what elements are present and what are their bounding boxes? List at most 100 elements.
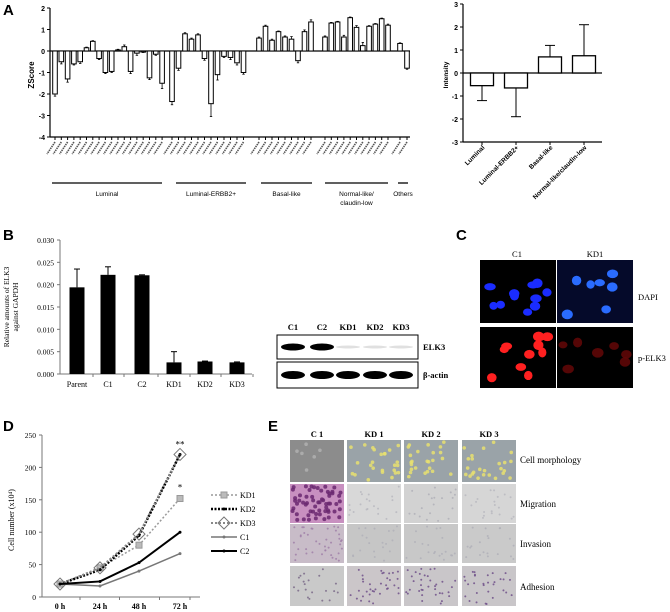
- cell: [465, 466, 470, 470]
- cell: [409, 460, 413, 465]
- cell: [490, 512, 493, 515]
- bar: [308, 21, 314, 52]
- panel-label-e: E: [268, 418, 278, 435]
- cell: [310, 494, 315, 499]
- cell: [467, 583, 470, 586]
- panel-label-a: A: [3, 2, 14, 19]
- cell: [381, 541, 384, 544]
- cell: [413, 541, 416, 544]
- band-elk3: [336, 345, 360, 349]
- marker-point: [178, 552, 182, 556]
- x-tick-label-cell-line: [140, 141, 151, 155]
- nucleus: [509, 289, 520, 299]
- cell: [381, 546, 384, 549]
- nucleus: [621, 350, 632, 359]
- cell: [433, 552, 436, 555]
- marker-square: [220, 491, 228, 499]
- cell: [453, 493, 456, 496]
- x-tick-label: KD2: [197, 380, 213, 389]
- cell: [490, 510, 493, 513]
- bar: [108, 50, 115, 72]
- y-tick-label: 0: [454, 71, 458, 78]
- panel-b-qpcr-chart: 0.030 0.025 0.020 0.015 0.010 0.005 0.000 Relat…: [2, 236, 254, 389]
- y-tick-label: 0.000: [37, 370, 54, 379]
- cell: [470, 472, 475, 476]
- cell: [370, 460, 375, 464]
- microscopy-image: [290, 566, 344, 606]
- panel-a-zscore-chart: 2 1 0 -1 -2 -3 -4 ZScore Luminal Luminal-ERBB2+ Ba…: [27, 6, 413, 207]
- nucleus: [487, 373, 497, 383]
- bar: [195, 34, 201, 52]
- cell: [475, 591, 478, 594]
- cell: [294, 512, 299, 517]
- cell: [355, 597, 358, 600]
- cell: [391, 499, 394, 502]
- cell: [420, 507, 423, 510]
- cell: [442, 558, 445, 561]
- bar: [366, 25, 372, 52]
- x-tick-label-cell-line: [302, 141, 312, 155]
- x-tick-label-cell-line: [163, 141, 173, 155]
- panel-c-immunofluorescence: C1 KD1 DAPI p-ELK3: [480, 249, 666, 388]
- cell: [392, 463, 397, 468]
- cell: [324, 502, 329, 507]
- bar: [169, 50, 175, 103]
- cell: [365, 508, 368, 511]
- cell: [349, 594, 352, 597]
- cell: [302, 526, 305, 529]
- bar: [229, 362, 245, 374]
- x-tick-label: C1: [103, 380, 112, 389]
- cell: [361, 534, 364, 537]
- cell: [395, 511, 398, 514]
- cell: [414, 571, 417, 574]
- bar: [469, 72, 495, 87]
- cell: [423, 574, 426, 577]
- cell: [397, 586, 400, 589]
- y-tick-label: -2: [39, 92, 45, 99]
- nucleus: [562, 364, 574, 374]
- cell: [292, 541, 295, 544]
- cell: [482, 468, 487, 473]
- cell: [357, 568, 360, 571]
- cell: [379, 452, 383, 457]
- cell: [297, 548, 300, 551]
- cell: [468, 474, 472, 478]
- x-tick-label-cell-line: [360, 141, 370, 155]
- cell: [448, 595, 451, 598]
- cell: [349, 445, 353, 449]
- cell: [502, 578, 505, 581]
- nucleus: [484, 283, 496, 291]
- cell: [425, 459, 430, 464]
- cell: [371, 590, 374, 593]
- cell: [352, 554, 355, 557]
- cell: [373, 527, 376, 530]
- y-tick-label: 2: [41, 6, 45, 13]
- marker-diamond: [132, 527, 146, 541]
- microscopy-image: [404, 566, 458, 606]
- cell: [438, 450, 443, 455]
- cell: [504, 572, 507, 575]
- cell: [348, 503, 351, 506]
- legend-label: KD2: [240, 505, 256, 514]
- cell: [493, 500, 496, 503]
- x-tick-label-cell-line: [71, 141, 81, 155]
- microscopy-image: [462, 524, 516, 563]
- cell: [484, 527, 487, 530]
- nucleus: [594, 279, 605, 287]
- bar: [201, 50, 208, 60]
- cell: [499, 466, 503, 471]
- nucleus: [606, 269, 619, 279]
- cell: [323, 545, 326, 548]
- cell: [429, 568, 432, 571]
- cell: [501, 471, 505, 476]
- nucleus: [496, 300, 505, 309]
- nucleus: [489, 301, 498, 310]
- cell: [432, 503, 435, 506]
- cell: [391, 495, 394, 498]
- cell: [396, 570, 399, 573]
- cell: [364, 527, 367, 530]
- cell: [473, 582, 476, 585]
- cell: [383, 559, 386, 562]
- x-tick-label-cell-line: [366, 141, 377, 155]
- bar: [385, 24, 391, 52]
